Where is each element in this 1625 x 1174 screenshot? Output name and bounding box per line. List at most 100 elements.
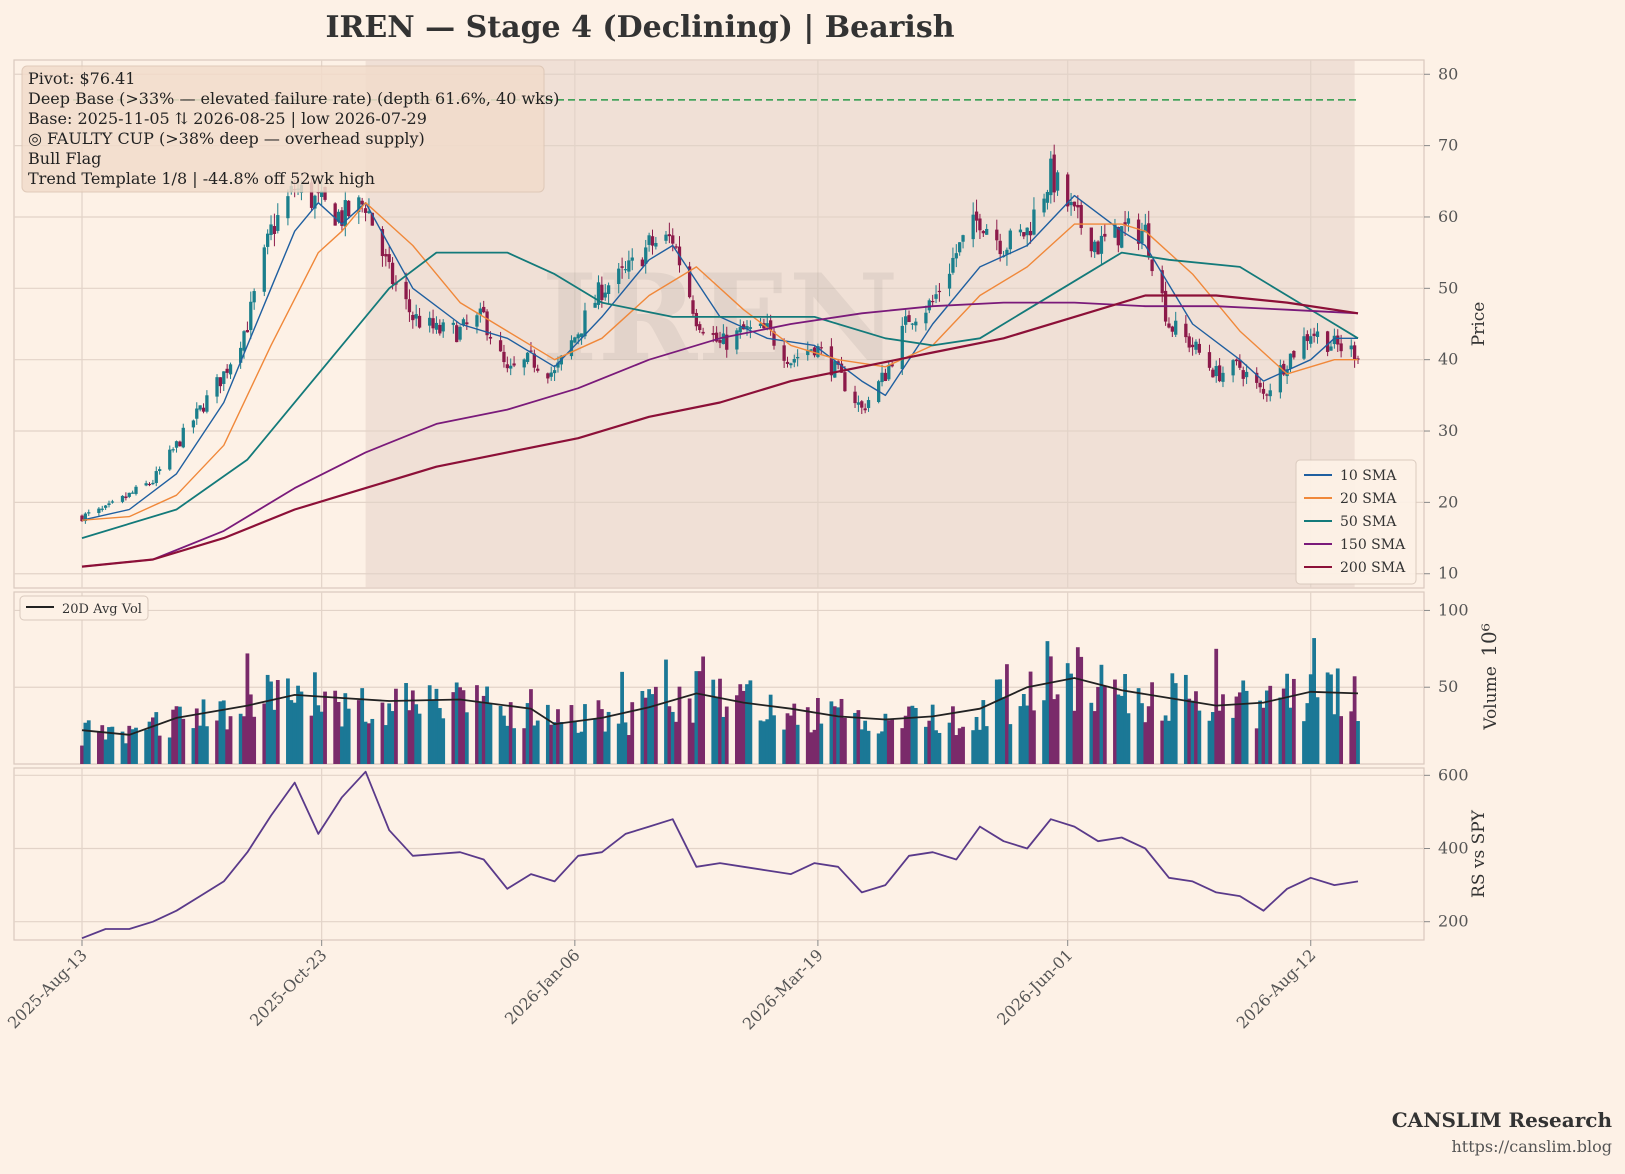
candle-body	[1211, 369, 1215, 378]
candle-body	[617, 268, 621, 284]
volume-bar	[130, 729, 135, 764]
candle-body	[411, 315, 415, 321]
price-ytick-label: 70	[1438, 136, 1458, 155]
candle-body	[340, 210, 344, 226]
volume-bar	[309, 715, 314, 764]
volume-bar	[951, 706, 955, 764]
volume-bar	[809, 732, 814, 764]
candle-body	[1305, 334, 1310, 342]
volume-bar	[792, 703, 797, 764]
volume-bar	[1268, 685, 1273, 764]
candle-body	[228, 364, 233, 375]
volume-bar	[569, 705, 574, 764]
candle-body	[103, 505, 108, 508]
legend-label: 50 SMA	[1340, 514, 1397, 530]
volume-bar	[478, 702, 483, 764]
volume-bar	[356, 700, 361, 764]
volume-unit-exponent: 10⁶	[1477, 623, 1501, 656]
candle-body	[357, 197, 361, 212]
volume-bar	[694, 671, 699, 764]
candle-body	[819, 347, 823, 349]
candle-body	[721, 333, 726, 345]
volume-bar	[934, 730, 938, 764]
candle-body	[1265, 394, 1269, 396]
price-ytick-label: 50	[1438, 278, 1458, 297]
volume-bar	[832, 706, 837, 764]
volume-bar	[1264, 690, 1269, 764]
volume-bar	[1021, 694, 1026, 764]
volume-bar	[701, 656, 706, 764]
volume-bar	[194, 708, 199, 764]
volume-bar	[1221, 694, 1225, 764]
candle-body	[951, 257, 955, 273]
volume-bar	[1302, 721, 1306, 764]
candle-body	[1339, 343, 1343, 352]
candle-body	[134, 486, 138, 494]
candle-body	[529, 350, 533, 352]
volume-bar	[819, 723, 824, 764]
volume-bar	[215, 720, 219, 764]
legend-label: 20 SMA	[1340, 491, 1397, 507]
volume-bar	[1065, 663, 1070, 764]
volume-bar	[451, 692, 456, 764]
volume-bar	[1285, 673, 1289, 764]
candle-body	[701, 331, 705, 334]
candle-body	[1042, 198, 1046, 213]
candle-body	[1089, 227, 1093, 252]
volume-bar	[498, 705, 503, 764]
volume-bar	[1025, 705, 1030, 764]
volume-bar	[380, 702, 385, 764]
volume-bar	[1028, 671, 1033, 764]
volume-bar	[1136, 688, 1141, 764]
candle-body	[1028, 230, 1033, 236]
candle-body	[664, 234, 668, 241]
candle-body	[512, 363, 516, 366]
volume-bar	[1183, 674, 1188, 764]
candle-body	[573, 337, 577, 343]
volume-bar	[333, 690, 338, 764]
candle-body	[1008, 230, 1012, 250]
candle-body	[600, 284, 604, 300]
candle-body	[438, 324, 442, 334]
candle-body	[691, 300, 695, 314]
volume-bar	[508, 702, 513, 764]
volume-bar	[417, 713, 422, 764]
volume-bar	[856, 710, 861, 764]
volume-bar	[866, 730, 871, 764]
volume-bar	[201, 699, 206, 764]
volume-bar	[1055, 694, 1060, 764]
volume-bar	[86, 720, 91, 764]
candle-body	[1045, 191, 1050, 203]
volume-bar	[734, 695, 739, 764]
candle-body	[97, 508, 101, 513]
candle-body	[157, 469, 162, 472]
volume-bar	[390, 711, 395, 764]
xtick-label: 2025-Aug-13	[4, 945, 91, 1032]
candle-body	[887, 364, 891, 380]
candle-body	[434, 322, 439, 330]
annotation-line: Bull Flag	[28, 149, 101, 168]
volume-bar	[1075, 647, 1080, 764]
footer-brand: CANSLIM Research	[1392, 1108, 1613, 1132]
candle-body	[1288, 353, 1293, 369]
candle-body	[1052, 154, 1056, 193]
candle-body	[812, 347, 817, 356]
volume-bar	[1069, 673, 1073, 764]
volume-bar	[782, 729, 787, 764]
candle-body	[1217, 365, 1222, 382]
candle-body	[458, 326, 462, 340]
volume-ytick-label: 100	[1438, 600, 1469, 619]
candle-body	[718, 340, 722, 343]
candle-body	[347, 200, 351, 217]
volume-bar	[812, 729, 817, 764]
annotation-line: Base: 2025-11-05 ⇅ 2026-08-25 | low 2026…	[28, 109, 427, 128]
candle-body	[313, 195, 317, 209]
candle-body	[262, 247, 266, 292]
candle-body	[522, 359, 526, 368]
candle-body	[583, 310, 587, 337]
volume-bar	[974, 716, 979, 764]
candle-body	[1143, 224, 1147, 233]
volume-bar	[286, 678, 290, 764]
